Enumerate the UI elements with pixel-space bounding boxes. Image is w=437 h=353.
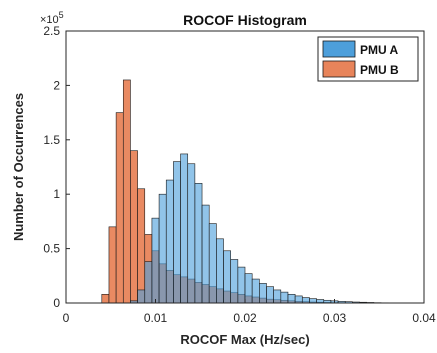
- pmu-a-bar: [187, 163, 196, 304]
- x-tick-label: 0.04: [412, 311, 436, 325]
- pmu-a-bar: [287, 293, 296, 304]
- pmu-a-bar: [251, 278, 260, 304]
- y-tick-label: 1.5: [43, 133, 60, 147]
- y-axis-title: Number of Occurrences: [11, 93, 26, 241]
- y-axis-scale-base: ×10: [40, 14, 59, 26]
- pmu-b-bar: [108, 226, 117, 304]
- y-axis-scale-exponent: 5: [59, 10, 64, 20]
- pmu-a-bars: [130, 153, 389, 304]
- pmu-b-bar: [101, 293, 110, 304]
- y-tick-label: 2.5: [43, 24, 60, 38]
- pmu-a-bar: [144, 261, 153, 304]
- pmu-a-bar: [194, 183, 203, 304]
- pmu-a-bar: [216, 238, 224, 304]
- y-tick-label: 2: [53, 78, 60, 92]
- legend-label-pmu-b: PMU B: [360, 63, 399, 77]
- pmu-a-bar: [137, 289, 146, 304]
- pmu-a-bar: [259, 283, 267, 304]
- x-axis-title: ROCOF Max (Hz/sec): [180, 332, 309, 347]
- y-tick-label: 1: [53, 187, 60, 201]
- pmu-a-bar: [201, 204, 210, 304]
- pmu-a-bar: [294, 295, 303, 304]
- pmu-a-bar: [266, 286, 274, 304]
- x-axis-ticks: 0 0.01 0.02 0.03 0.04: [63, 299, 436, 325]
- y-tick-label: 0: [53, 296, 60, 310]
- pmu-a-bar: [280, 291, 289, 304]
- chart-title: ROCOF Histogram: [183, 12, 307, 28]
- pmu-a-bar: [273, 289, 282, 304]
- pmu-a-bar: [180, 153, 189, 304]
- pmu-b-bar: [137, 188, 146, 304]
- pmu-a-bar: [151, 217, 160, 304]
- legend-label-pmu-a: PMU A: [360, 43, 399, 57]
- legend-swatch-pmu-a: [322, 40, 356, 58]
- pmu-a-bar: [316, 299, 325, 304]
- pmu-a-bar: [244, 273, 253, 304]
- pmu-a-bar: [165, 179, 174, 304]
- pmu-b-bar: [115, 112, 124, 304]
- pmu-a-bar: [173, 161, 181, 304]
- legend-swatch-pmu-b: [322, 60, 356, 78]
- pmu-a-bar: [223, 250, 231, 304]
- y-axis-ticks: 0 0.5 1 1.5 2 2.5: [43, 24, 70, 310]
- pmu-b-bar: [122, 79, 131, 304]
- pmu-a-bar: [158, 193, 167, 304]
- x-tick-label: 0.03: [323, 311, 347, 325]
- pmu-a-bar: [309, 298, 317, 304]
- x-tick-label: 0.02: [233, 311, 257, 325]
- y-axis-scale-label: ×105: [40, 10, 64, 26]
- pmu-a-bar: [301, 297, 310, 304]
- x-tick-label: 0.01: [144, 311, 168, 325]
- pmu-b-bar: [130, 150, 138, 304]
- y-tick-label: 0.5: [43, 242, 60, 256]
- legend: PMU A PMU B: [317, 36, 419, 82]
- x-tick-label: 0: [63, 311, 70, 325]
- pmu-a-bar: [208, 223, 217, 304]
- pmu-a-bar: [237, 266, 246, 304]
- pmu-a-bar: [230, 259, 239, 304]
